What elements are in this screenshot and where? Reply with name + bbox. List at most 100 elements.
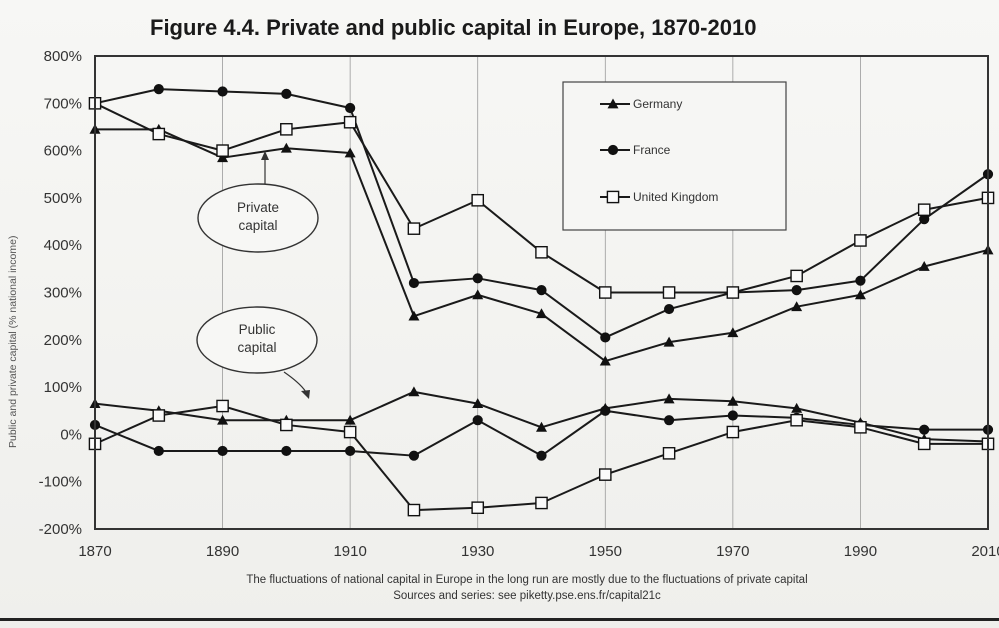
point-private-france xyxy=(855,275,866,286)
public-capital-arrow xyxy=(283,371,307,393)
point-public-france xyxy=(217,445,228,457)
y-tick-label: 0% xyxy=(60,426,82,443)
point-public-france xyxy=(727,410,738,421)
point-public-united-kingdom xyxy=(407,503,421,517)
point-private-germany xyxy=(217,152,229,163)
point-public-france xyxy=(536,450,547,461)
legend-label: France xyxy=(633,143,671,157)
point-private-united-kingdom xyxy=(598,286,612,299)
point-private-united-kingdom xyxy=(216,144,229,157)
point-public-united-kingdom xyxy=(152,409,166,422)
point-public-france xyxy=(663,415,675,426)
line-public-france xyxy=(94,409,988,457)
point-public-france xyxy=(408,450,420,461)
point-private-united-kingdom xyxy=(535,245,548,259)
public-capital-label: Public capital xyxy=(237,322,276,355)
y-tick-label: 600% xyxy=(44,143,82,160)
y-axis: 800% 700% 600% 500% 400% 300% 200% 100% 0% -100% -… xyxy=(39,48,82,538)
legend-box xyxy=(562,81,787,231)
point-private-germany xyxy=(344,147,356,158)
public-capital-ellipse xyxy=(196,306,318,374)
point-private-france xyxy=(791,285,802,296)
plot-series xyxy=(88,84,995,517)
legend-marker xyxy=(607,144,619,156)
point-public-france xyxy=(472,415,483,426)
x-tick-label: 1870 xyxy=(78,543,111,560)
point-public-france xyxy=(281,445,292,457)
point-private-germany xyxy=(918,260,930,271)
bottom-edge-line xyxy=(0,618,999,621)
point-public-united-kingdom xyxy=(471,501,485,515)
legend-entry-france: France xyxy=(600,143,671,157)
x-tick-label: 1950 xyxy=(589,543,622,560)
point-private-united-kingdom xyxy=(343,115,357,129)
public-capital-callout: Public capital xyxy=(196,306,318,399)
point-public-germany xyxy=(472,398,484,409)
footnote-line-1: The fluctuations of national capital in … xyxy=(246,574,807,586)
point-private-germany xyxy=(599,355,611,366)
plot-frame xyxy=(94,55,989,530)
point-public-germany xyxy=(663,393,675,404)
point-private-france xyxy=(345,102,356,114)
legend-label: Germany xyxy=(633,97,682,111)
point-private-united-kingdom xyxy=(790,269,803,283)
point-public-united-kingdom xyxy=(662,447,676,460)
point-public-united-kingdom xyxy=(917,437,931,451)
point-private-germany xyxy=(536,308,547,319)
point-private-united-kingdom xyxy=(726,286,740,299)
x-tick-label: 1890 xyxy=(206,543,239,560)
point-private-united-kingdom xyxy=(662,286,676,299)
point-private-united-kingdom xyxy=(152,127,166,141)
series-private-germany xyxy=(89,123,994,366)
private-capital-ellipse xyxy=(197,183,319,253)
y-tick-label: 800% xyxy=(44,48,82,65)
point-private-france xyxy=(408,277,420,289)
point-private-germany xyxy=(663,336,675,347)
point-private-france xyxy=(663,303,675,315)
point-private-germany xyxy=(854,289,866,300)
point-public-united-kingdom xyxy=(535,496,548,510)
point-public-germany xyxy=(536,421,547,432)
private-capital-callout: Private capital xyxy=(197,151,319,253)
point-private-germany xyxy=(472,289,484,300)
point-public-france xyxy=(600,405,611,416)
point-private-united-kingdom xyxy=(917,203,931,217)
y-tick-label: 200% xyxy=(44,332,82,349)
point-private-france xyxy=(217,86,228,97)
point-public-germany xyxy=(344,414,356,425)
x-axis: 1870 1890 1910 1930 1950 1970 1990 2010 xyxy=(78,543,999,560)
point-public-united-kingdom xyxy=(280,418,293,432)
point-public-germany xyxy=(408,386,420,397)
y-axis-label: Public and private capital (% national i… xyxy=(7,236,19,448)
point-public-united-kingdom xyxy=(726,425,740,439)
point-private-germany xyxy=(280,142,292,153)
point-private-united-kingdom xyxy=(471,193,485,207)
private-capital-label: Private capital xyxy=(237,200,279,233)
y-tick-label: -100% xyxy=(39,474,82,491)
point-private-germany xyxy=(791,301,803,312)
point-private-france xyxy=(281,88,292,99)
x-tick-label: 1930 xyxy=(461,543,494,560)
point-private-united-kingdom xyxy=(854,234,867,247)
y-tick-label: 700% xyxy=(44,95,82,112)
point-private-united-kingdom xyxy=(280,123,293,136)
series-public-germany xyxy=(89,386,994,446)
legend-entry-germany: Germany xyxy=(600,97,682,111)
point-private-germany xyxy=(408,310,420,321)
point-private-germany xyxy=(727,327,739,338)
point-public-france xyxy=(919,424,930,435)
point-private-france xyxy=(600,332,611,343)
point-public-united-kingdom xyxy=(598,468,612,481)
point-private-france xyxy=(536,285,547,296)
point-private-united-kingdom xyxy=(407,222,421,235)
x-tick-label: 1910 xyxy=(333,543,366,560)
y-tick-label: 500% xyxy=(44,190,82,207)
footnote-line-2: Sources and series: see piketty.pse.ens.… xyxy=(393,590,661,602)
point-public-france xyxy=(345,445,356,457)
point-public-united-kingdom xyxy=(216,399,229,413)
point-private-france xyxy=(153,84,164,95)
x-tick-label: 1970 xyxy=(716,543,749,560)
series-public-united-kingdom xyxy=(88,399,995,517)
point-public-united-kingdom xyxy=(343,425,357,439)
